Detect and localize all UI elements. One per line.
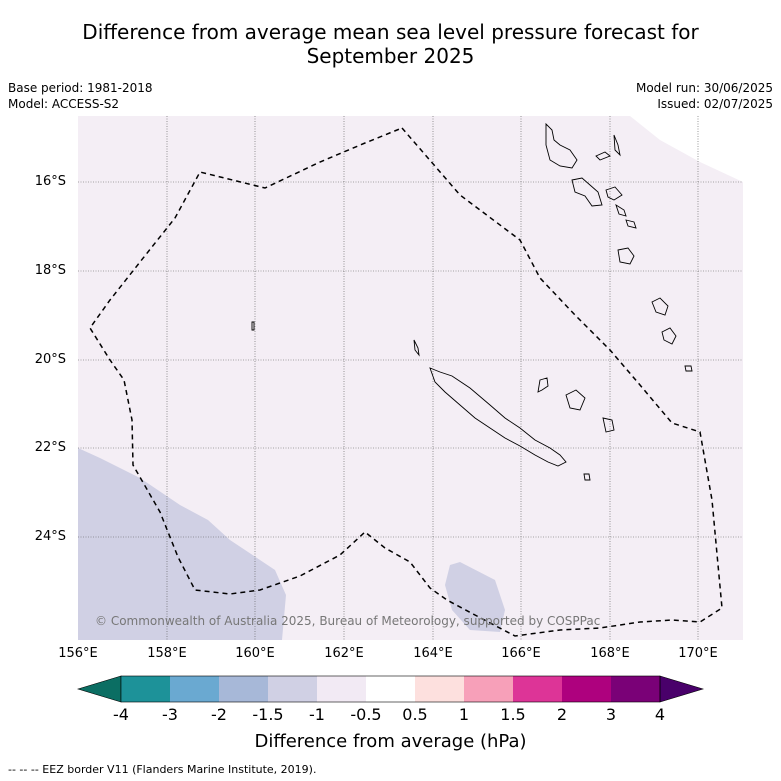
colorbar-title: Difference from average (hPa) <box>254 731 527 752</box>
colorbar-segment <box>317 676 366 702</box>
colorbar-segment <box>268 676 317 702</box>
issued-date: Issued: 02/07/2025 <box>657 97 773 111</box>
lon-label: 164°E <box>413 646 453 661</box>
colorbar-segment <box>415 676 464 702</box>
title-line-1: Difference from average mean sea level p… <box>82 20 699 44</box>
colorbar <box>76 675 705 703</box>
lat-label: 22°S <box>34 440 66 455</box>
malakula-coast <box>571 177 603 207</box>
colorbar-segment-extend-low <box>76 675 122 703</box>
colorbar-segment <box>513 676 562 702</box>
colorbar-tick: -4 <box>113 705 129 724</box>
lat-label: 18°S <box>34 263 66 278</box>
colorbar-tick: 2 <box>556 705 568 724</box>
colorbar-tick: -1 <box>309 705 325 724</box>
anomaly-fill-low-southwest <box>78 448 286 640</box>
colorbar-tick: -0.5 <box>350 705 382 724</box>
model-run: Model run: 30/06/2025 <box>635 81 773 95</box>
efate-coast <box>617 247 635 265</box>
lon-label: 166°E <box>501 646 541 661</box>
colorbar-tick: 1.5 <box>500 705 526 724</box>
lon-label: 170°E <box>678 646 718 661</box>
lon-label: 162°E <box>324 646 364 661</box>
colorbar-tick: 4 <box>654 705 666 724</box>
lon-label: 160°E <box>235 646 275 661</box>
page-title: Difference from average mean sea level p… <box>0 20 781 68</box>
colorbar-segment <box>121 676 170 702</box>
colorbar-tick: -3 <box>162 705 178 724</box>
lon-label: 156°E <box>58 646 98 661</box>
eez-border <box>89 127 723 637</box>
colorbar-tick: 0.5 <box>402 705 428 724</box>
eez-legend-note: -- -- -- EEZ border V11 (Flanders Marine… <box>8 763 317 776</box>
title-line-2: September 2025 <box>306 44 475 68</box>
base-period: Base period: 1981-2018 <box>8 81 153 95</box>
espiritu-santo-coast <box>545 122 578 169</box>
colorbar-segment <box>464 676 513 702</box>
colorbar-tick: 1 <box>458 705 470 724</box>
colorbar-segment-extend-high <box>659 675 705 703</box>
anomaly-fill-white <box>630 116 743 182</box>
lon-label: 168°E <box>590 646 630 661</box>
lon-label: 158°E <box>147 646 187 661</box>
coastlines <box>251 122 693 481</box>
colorbar-tick: -2 <box>211 705 227 724</box>
new-caledonia-coast <box>429 367 567 467</box>
colorbar-segment <box>611 676 660 702</box>
metadata-left: Base period: 1981-2018 Model: ACCESS-S2 <box>8 80 153 112</box>
colorbar-segment <box>219 676 268 702</box>
lat-label: 24°S <box>34 529 66 544</box>
colorbar-segment <box>562 676 611 702</box>
copyright-notice: © Commonwealth of Australia 2025, Bureau… <box>95 614 601 628</box>
graticule <box>78 116 743 640</box>
model-name: Model: ACCESS-S2 <box>8 97 120 111</box>
colorbar-tick: 3 <box>605 705 617 724</box>
lat-label: 20°S <box>34 352 66 367</box>
colorbar-tick: -1.5 <box>252 705 284 724</box>
lat-label: 16°S <box>34 174 66 189</box>
colorbar-segment <box>366 676 415 702</box>
colorbar-segment <box>170 676 219 702</box>
metadata-right: Model run: 30/06/2025 Issued: 02/07/2025 <box>636 80 773 112</box>
map-area <box>78 116 743 640</box>
anomaly-fill-low-south <box>445 562 505 632</box>
